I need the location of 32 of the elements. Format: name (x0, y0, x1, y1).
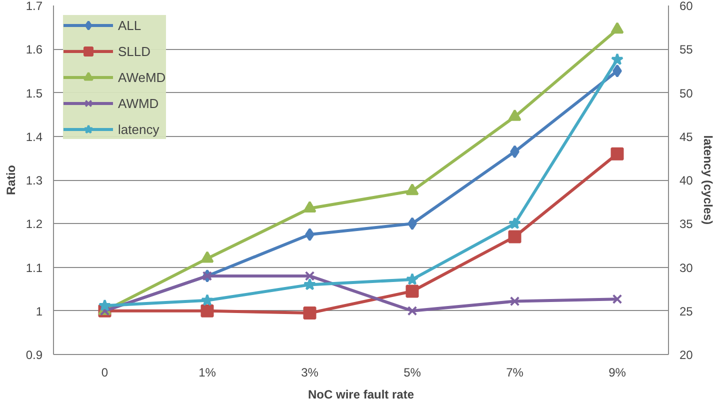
x-tick-label: 5% (404, 366, 422, 380)
y-tick-label: 1.4 (26, 130, 43, 144)
x-tick-label: 9% (608, 366, 626, 380)
y2-tick-label: 45 (680, 130, 694, 144)
x-axis-title: NoC wire fault rate (308, 388, 414, 402)
y2-tick-label: 60 (680, 0, 694, 13)
y-tick-label: 1.3 (26, 174, 43, 188)
x-tick-label: 0 (101, 366, 108, 380)
legend-label: latency (118, 122, 160, 136)
y-tick-label: 1.6 (26, 42, 43, 57)
y-axis-title: Ratio (4, 165, 18, 195)
y2-tick-label: 20 (680, 348, 694, 362)
x-tick-label: 1% (198, 366, 216, 380)
legend-label: ALL (118, 18, 142, 32)
y2-axis-title: latency (cycles) (700, 135, 715, 225)
y2-tick-label: 55 (680, 42, 694, 57)
y-tick-label: 1.2 (26, 217, 43, 232)
y-tick-label: 1.7 (26, 0, 43, 13)
y-tick-label: 1.1 (26, 260, 43, 275)
x-tick-label: 7% (506, 366, 524, 380)
x-tick-label: 3% (301, 366, 319, 380)
y2-tick-label: 40 (680, 174, 694, 188)
y2-tick-label: 35 (680, 217, 694, 232)
y-tick-label: 1.5 (26, 86, 43, 100)
y2-tick-label: 30 (680, 260, 694, 275)
y2-tick-label: 50 (680, 86, 694, 100)
legend-label: SLLD (118, 44, 151, 58)
y2-tick-label: 25 (680, 304, 694, 318)
legend-label: AWMD (118, 96, 159, 110)
legend-label: AWeMD (118, 70, 166, 84)
y-tick-label: 0.9 (26, 348, 43, 362)
y-tick-label: 1 (36, 304, 43, 318)
